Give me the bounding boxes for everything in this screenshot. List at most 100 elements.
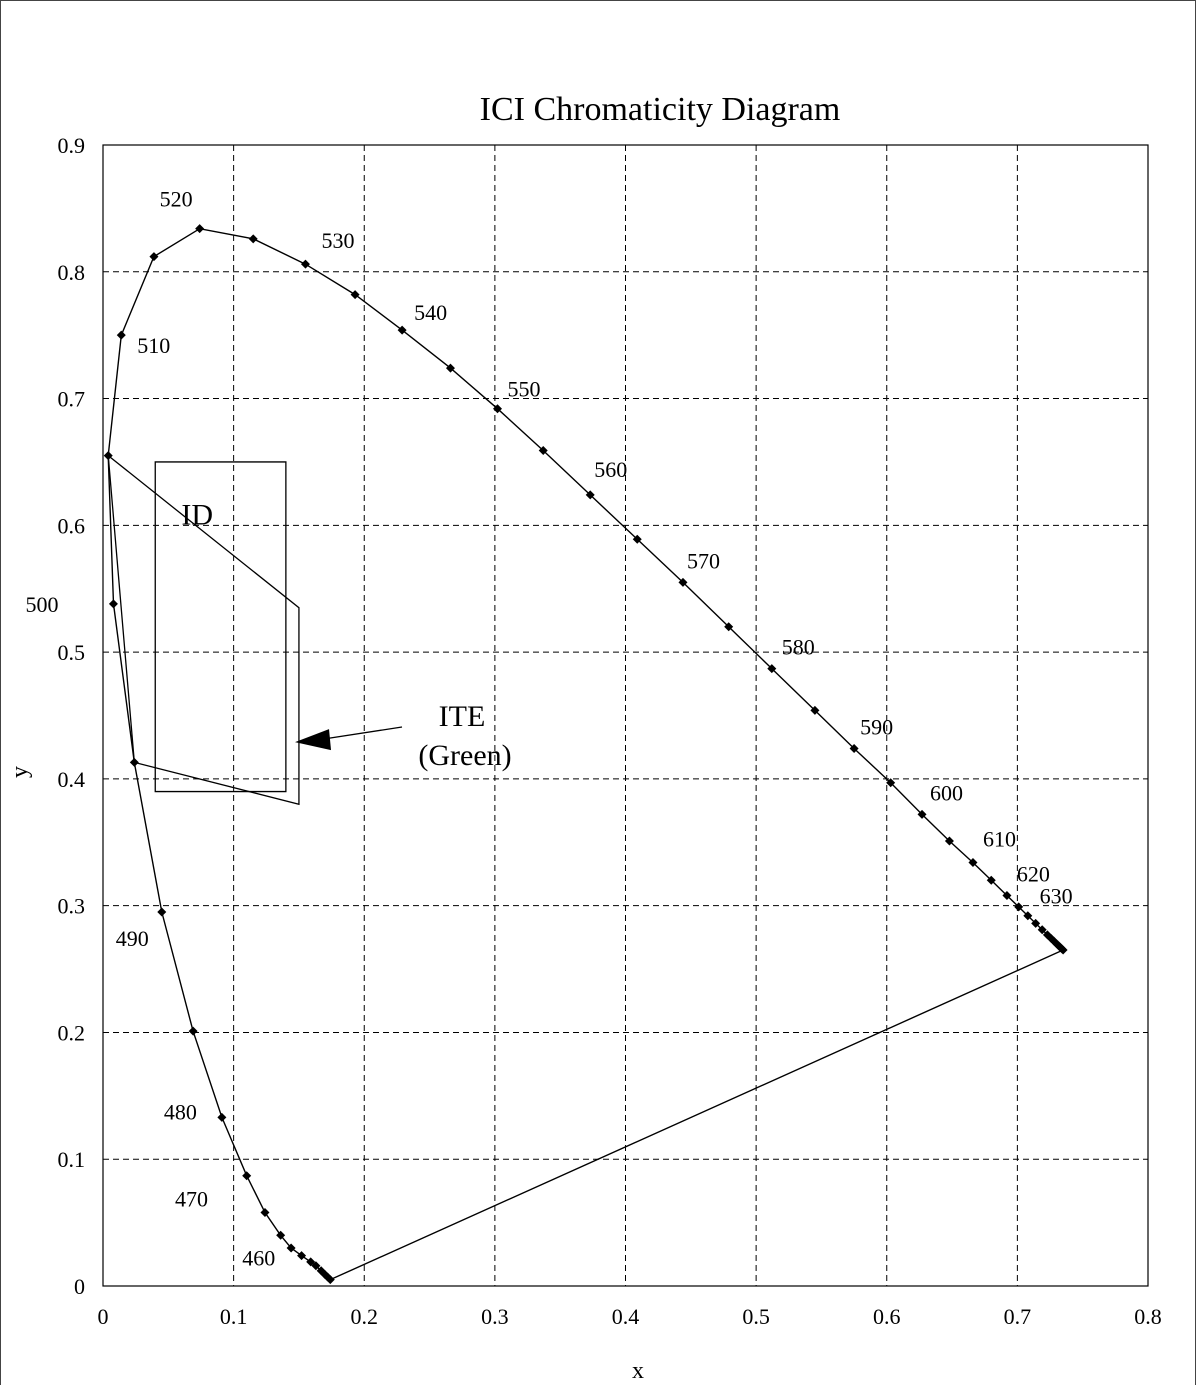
locus-point <box>242 1171 252 1181</box>
locus-point <box>1014 902 1024 912</box>
locus-point <box>1023 911 1033 921</box>
locus-point <box>311 1261 321 1271</box>
locus-point <box>632 534 642 544</box>
wavelength-label-470: 470 <box>175 1186 208 1211</box>
locus-point <box>157 907 167 917</box>
chart-title: ICI Chromaticity Diagram <box>480 91 841 128</box>
x-tick-label: 0.2 <box>351 1304 379 1329</box>
locus-point <box>968 858 978 868</box>
wavelength-label-610: 610 <box>983 827 1016 852</box>
y-tick-label: 0.1 <box>58 1147 86 1172</box>
locus-point <box>445 363 455 373</box>
locus-point <box>217 1112 227 1122</box>
wavelength-label-560: 560 <box>594 457 627 482</box>
ite-label-line1: ITE <box>439 700 486 733</box>
locus-point <box>944 836 954 846</box>
locus-point <box>986 875 996 885</box>
locus-point <box>116 330 126 340</box>
locus-point <box>917 809 927 819</box>
ite-green-region <box>107 454 300 806</box>
y-tick-label: 0.7 <box>58 387 86 412</box>
ite-label-line2: (Green) <box>418 739 511 772</box>
wavelength-label-480: 480 <box>164 1099 197 1124</box>
wavelength-label-580: 580 <box>782 635 815 660</box>
y-tick-label: 0.8 <box>58 260 86 285</box>
locus-point <box>767 664 777 674</box>
ite-arrow-line <box>322 726 403 740</box>
locus-point <box>585 490 595 500</box>
locus-point <box>286 1243 296 1253</box>
grid <box>103 145 1148 1286</box>
y-tick-label: 0.5 <box>58 640 86 665</box>
locus-point <box>195 224 205 234</box>
locus-point <box>724 622 734 632</box>
y-tick-label: 0.9 <box>58 133 86 158</box>
locus-markers <box>103 224 1068 1285</box>
x-tick-label: 0.6 <box>873 1304 901 1329</box>
ite-arrow-head <box>295 729 332 751</box>
y-axis-label: y <box>7 766 33 778</box>
x-tick-label: 0 <box>98 1304 109 1329</box>
locus-point <box>538 446 548 456</box>
x-tick-labels: 0 0.1 0.2 0.3 0.4 0.5 0.6 0.7 0.8 <box>98 1304 1162 1329</box>
locus-point <box>397 325 407 335</box>
id-region <box>154 461 287 793</box>
wavelength-label-630: 630 <box>1040 883 1073 908</box>
wavelength-label-520: 520 <box>160 187 193 212</box>
locus-point <box>1002 891 1012 901</box>
locus-point <box>248 234 258 244</box>
purple-line <box>330 949 1064 1281</box>
locus-point <box>849 743 859 753</box>
wavelength-label-540: 540 <box>414 300 447 325</box>
locus-point <box>188 1026 198 1036</box>
y-tick-label: 0.6 <box>58 513 86 538</box>
locus-point <box>103 451 113 461</box>
x-tick-label: 0.3 <box>481 1304 509 1329</box>
x-tick-label: 0.4 <box>612 1304 640 1329</box>
y-tick-label: 0 <box>74 1274 85 1299</box>
x-axis-label: x <box>632 1358 644 1384</box>
wavelength-label-490: 490 <box>116 926 149 951</box>
spectral-locus-line <box>107 227 1064 1281</box>
locus-point <box>129 757 139 767</box>
wavelength-label-510: 510 <box>137 333 170 358</box>
y-tick-label: 0.2 <box>58 1020 86 1045</box>
locus-point <box>886 778 896 788</box>
wavelength-labels: 460 470 480 490 500 510 520 530 540 550 560 570 580 5… <box>25 187 1072 1271</box>
wavelength-label-600: 600 <box>930 780 963 805</box>
spectral-locus <box>107 227 1064 1281</box>
wavelength-label-590: 590 <box>860 714 893 739</box>
y-tick-label: 0.3 <box>58 894 86 919</box>
wavelength-label-460: 460 <box>242 1246 275 1271</box>
x-tick-label: 0.8 <box>1134 1304 1162 1329</box>
locus-point <box>108 599 118 609</box>
locus-point <box>1031 918 1041 928</box>
locus-point <box>678 577 688 587</box>
locus-point <box>276 1230 286 1240</box>
locus-point <box>492 404 502 414</box>
wavelength-label-530: 530 <box>321 228 354 253</box>
locus-point <box>306 1257 316 1267</box>
locus-point <box>1037 925 1047 935</box>
wavelength-label-500: 500 <box>25 592 58 617</box>
locus-point <box>260 1207 270 1217</box>
y-tick-labels: 0 0.1 0.2 0.3 0.4 0.5 0.6 0.7 0.8 0.9 <box>58 133 86 1299</box>
wavelength-label-570: 570 <box>687 548 720 573</box>
locus-point <box>297 1251 307 1261</box>
locus-point <box>316 1266 326 1276</box>
locus-point <box>1058 945 1068 955</box>
locus-point <box>810 705 820 715</box>
plot-area-border <box>102 144 1149 1287</box>
x-tick-label: 0.5 <box>742 1304 770 1329</box>
x-tick-label: 0.7 <box>1004 1304 1032 1329</box>
locus-point <box>149 252 159 262</box>
wavelength-label-550: 550 <box>507 377 540 402</box>
locus-point <box>300 259 310 269</box>
locus-point <box>350 290 360 300</box>
wavelength-label-620: 620 <box>1017 862 1050 887</box>
y-tick-label: 0.4 <box>58 767 86 792</box>
x-tick-label: 0.1 <box>220 1304 248 1329</box>
